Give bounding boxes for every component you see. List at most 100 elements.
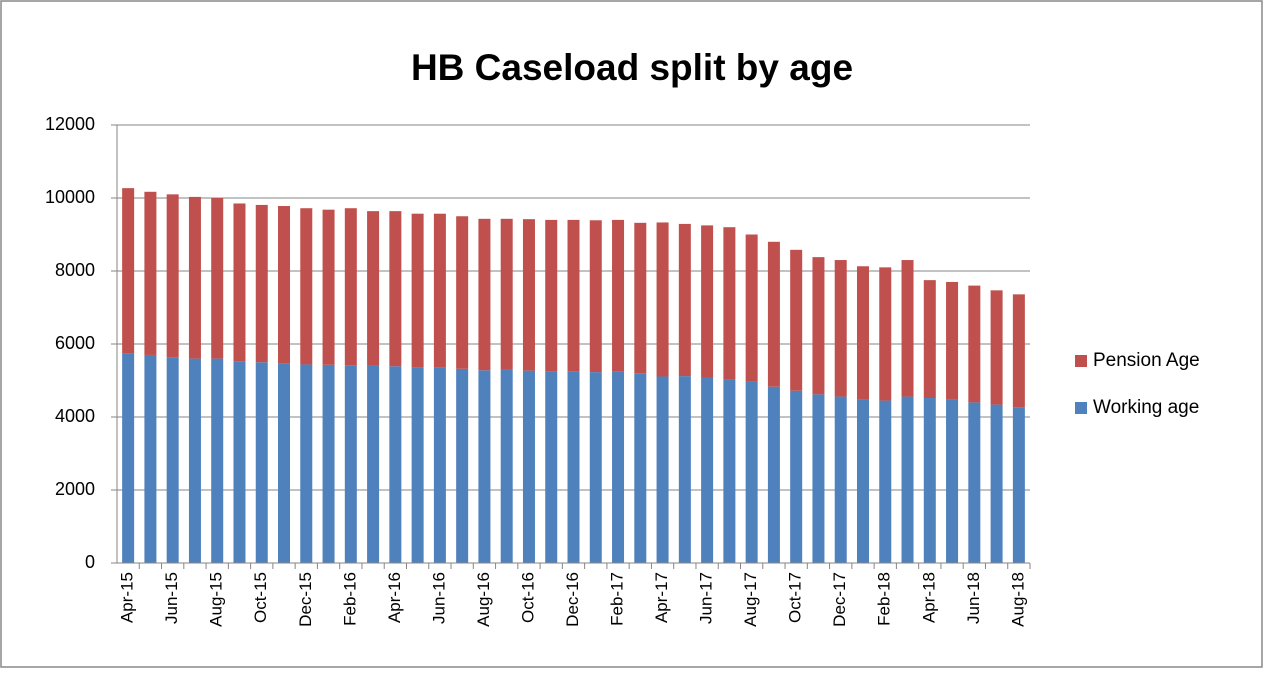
bar-segment: [701, 225, 714, 378]
bar-segment: [389, 366, 402, 563]
bar-segment: [456, 216, 469, 369]
bar-segment: [122, 188, 135, 354]
x-tick-label: Aug-18: [1008, 572, 1027, 627]
bar-segment: [322, 209, 335, 365]
bar-segment: [723, 379, 736, 563]
bar-segment: [233, 361, 246, 563]
x-tick-label: Aug-15: [207, 572, 226, 627]
legend-label: Pension Age: [1093, 350, 1200, 371]
bar-segment: [834, 260, 847, 397]
bar-segment: [812, 394, 825, 563]
bar-segment: [233, 203, 246, 362]
bar-segment: [834, 396, 847, 563]
x-tick-label: Oct-17: [786, 572, 805, 623]
bar-segment: [211, 198, 224, 359]
bar-segment: [1012, 294, 1025, 408]
bar-segment: [500, 218, 513, 370]
x-tick-label: Jun-18: [964, 572, 983, 624]
bar-segment: [990, 404, 1003, 563]
x-tick-label: Dec-15: [296, 572, 315, 627]
legend-swatch: [1075, 355, 1087, 367]
y-tick-label: 4000: [55, 406, 95, 426]
bar-segment: [612, 371, 625, 563]
bar-segment: [990, 290, 1003, 405]
bar-segment: [322, 364, 335, 563]
bar-segment: [433, 213, 446, 368]
bar-segment: [923, 280, 936, 399]
bar-segment: [411, 367, 424, 563]
bar-segment: [856, 399, 869, 563]
bar-segment: [589, 220, 602, 373]
y-tick-label: 6000: [55, 333, 95, 353]
x-tick-label: Feb-18: [875, 572, 894, 626]
legend-label: Working age: [1093, 397, 1199, 418]
y-tick-label: 8000: [55, 260, 95, 280]
bar-segment: [278, 206, 291, 364]
x-tick-label: Feb-17: [608, 572, 627, 626]
bar-segment: [812, 257, 825, 395]
y-tick-label: 0: [85, 552, 95, 572]
bar-segment: [856, 266, 869, 400]
bar-segment: [745, 234, 758, 382]
bar-segment: [879, 267, 892, 401]
bar-segment: [701, 377, 714, 563]
bar-segment: [122, 353, 135, 563]
x-tick-label: Apr-15: [118, 572, 137, 623]
bar-segment: [433, 367, 446, 563]
x-tick-label: Aug-16: [474, 572, 493, 627]
bar-segment: [767, 386, 780, 563]
bar-segment: [790, 390, 803, 563]
bar-segment: [879, 400, 892, 563]
bar-segment: [188, 196, 201, 359]
bar-segment: [923, 398, 936, 563]
bar-segment: [300, 364, 313, 563]
y-tick-label: 2000: [55, 479, 95, 499]
bar-segment: [300, 208, 313, 365]
bar-segment: [211, 358, 224, 563]
bar-segment: [166, 194, 179, 358]
bar-segment: [367, 211, 380, 366]
bar-segment: [144, 191, 157, 355]
x-tick-label: Feb-16: [340, 572, 359, 626]
bar-segment: [255, 204, 268, 363]
legend-swatch: [1075, 402, 1087, 414]
bar-segment: [634, 373, 647, 563]
bar-segment: [656, 222, 669, 377]
bar-segment: [968, 402, 981, 563]
bar-segment: [456, 368, 469, 563]
chart-title: HB Caseload split by age: [411, 47, 853, 88]
x-tick-label: Oct-16: [518, 572, 537, 623]
bar-segment: [255, 362, 268, 563]
x-tick-label: Oct-15: [251, 572, 270, 623]
x-tick-label: Jun-16: [429, 572, 448, 624]
bar-segment: [411, 213, 424, 368]
bar-segment: [946, 281, 959, 400]
x-tick-label: Jun-15: [162, 572, 181, 624]
bar-segment: [656, 376, 669, 563]
bar-segment: [567, 219, 580, 372]
bar-segment: [545, 219, 558, 372]
bar-segment: [634, 222, 647, 374]
x-tick-label: Dec-16: [563, 572, 582, 627]
bar-segment: [545, 371, 558, 563]
bar-segment: [478, 370, 491, 563]
y-tick-label: 12000: [45, 114, 95, 134]
x-tick-label: Jun-17: [697, 572, 716, 624]
bar-segment: [767, 241, 780, 387]
bar-segment: [166, 357, 179, 563]
bar-segment: [522, 370, 535, 563]
bar-segment: [389, 211, 402, 367]
bar-segment: [522, 219, 535, 371]
bar-segment: [723, 227, 736, 380]
bar-segment: [901, 396, 914, 563]
bar-segment: [278, 363, 291, 563]
bar-segment: [567, 371, 580, 563]
bar-segment: [968, 285, 981, 403]
x-tick-label: Apr-17: [652, 572, 671, 623]
bar-segment: [790, 249, 803, 391]
bar-segment: [367, 365, 380, 563]
bar-segment: [901, 260, 914, 397]
bar-segment: [946, 399, 959, 563]
